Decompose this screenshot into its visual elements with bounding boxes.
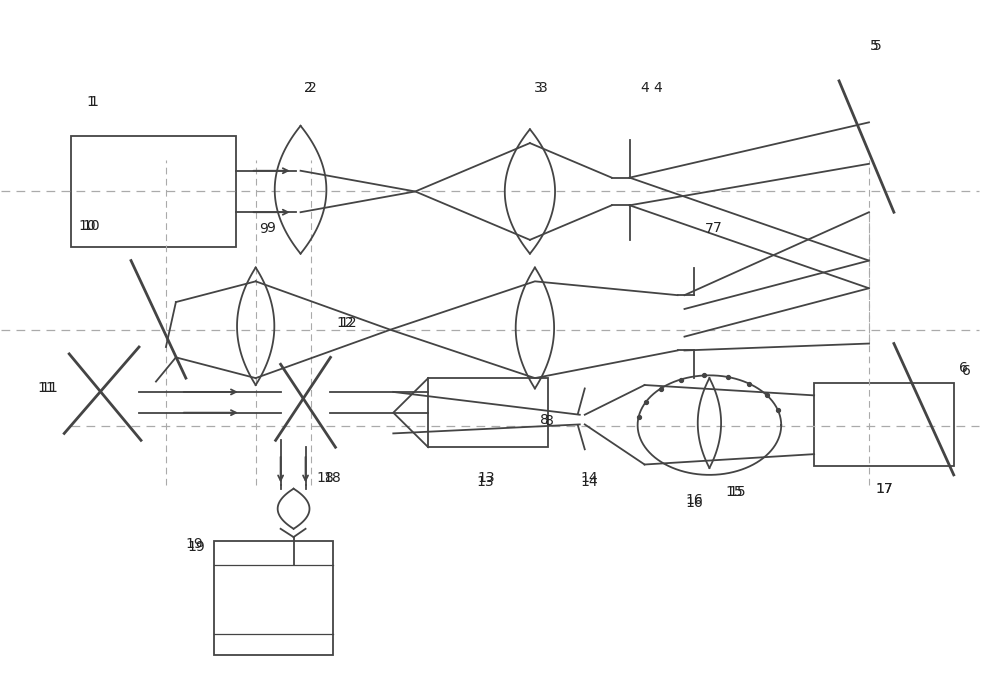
Text: 3: 3: [534, 81, 542, 95]
Text: 2: 2: [308, 81, 317, 95]
Text: 6: 6: [959, 361, 968, 375]
Text: 5: 5: [873, 40, 881, 53]
Text: 15: 15: [726, 485, 743, 499]
Text: 14: 14: [580, 475, 598, 489]
Text: 4: 4: [653, 81, 662, 95]
Text: 3: 3: [539, 81, 547, 95]
Text: 17: 17: [875, 482, 893, 496]
Text: 8: 8: [540, 412, 549, 427]
Text: 19: 19: [185, 537, 203, 551]
Text: 16: 16: [686, 496, 703, 509]
Bar: [214, 541, 333, 654]
Text: 9: 9: [259, 223, 268, 237]
Text: 1: 1: [87, 94, 96, 109]
Bar: [814, 383, 954, 466]
Bar: [71, 136, 236, 247]
Text: 7: 7: [705, 223, 714, 237]
Text: 18: 18: [324, 471, 341, 485]
Text: 12: 12: [337, 316, 354, 330]
Text: 11: 11: [37, 382, 55, 396]
Text: 2: 2: [304, 81, 313, 95]
Text: 10: 10: [78, 219, 96, 233]
Bar: [428, 378, 548, 447]
Text: 5: 5: [870, 40, 878, 53]
Text: 15: 15: [729, 485, 746, 499]
Text: 16: 16: [686, 493, 703, 507]
Text: 11: 11: [40, 382, 58, 396]
Text: 8: 8: [545, 414, 554, 428]
Text: 10: 10: [82, 219, 100, 233]
Text: 17: 17: [875, 482, 893, 496]
Text: 1: 1: [90, 94, 99, 109]
Text: 19: 19: [187, 541, 205, 555]
Text: 13: 13: [477, 471, 495, 485]
Text: 12: 12: [340, 316, 357, 330]
Text: 9: 9: [266, 221, 275, 235]
Text: 13: 13: [476, 475, 494, 489]
Text: 6: 6: [962, 364, 971, 378]
Text: 7: 7: [713, 221, 722, 235]
Text: 18: 18: [317, 471, 334, 485]
Text: 14: 14: [581, 471, 599, 485]
Text: 4: 4: [640, 81, 649, 95]
